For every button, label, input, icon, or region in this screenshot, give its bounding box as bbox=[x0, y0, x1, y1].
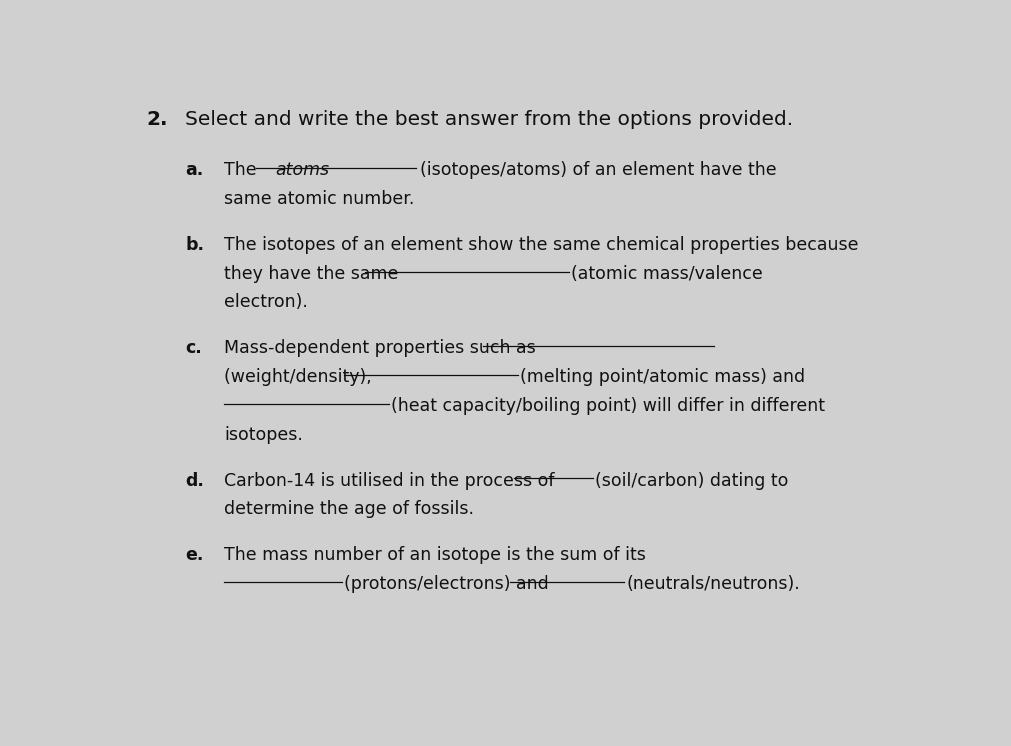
Text: b.: b. bbox=[185, 236, 204, 254]
Text: e.: e. bbox=[185, 546, 203, 564]
Text: Carbon-14 is utilised in the process of: Carbon-14 is utilised in the process of bbox=[224, 471, 560, 489]
Text: (heat capacity/boiling point) will differ in different: (heat capacity/boiling point) will diffe… bbox=[391, 397, 825, 415]
Text: d.: d. bbox=[185, 471, 204, 489]
Text: they have the same: they have the same bbox=[224, 265, 404, 283]
Text: electron).: electron). bbox=[224, 293, 308, 311]
Text: same atomic number.: same atomic number. bbox=[224, 190, 415, 208]
Text: isotopes.: isotopes. bbox=[224, 425, 303, 444]
Text: (soil/carbon) dating to: (soil/carbon) dating to bbox=[594, 471, 789, 489]
Text: The isotopes of an element show the same chemical properties because: The isotopes of an element show the same… bbox=[224, 236, 858, 254]
Text: The: The bbox=[224, 161, 263, 179]
Text: atoms: atoms bbox=[275, 161, 330, 179]
Text: (isotopes/atoms) of an element have the: (isotopes/atoms) of an element have the bbox=[421, 161, 776, 179]
Text: 2.: 2. bbox=[146, 110, 168, 128]
Text: Mass-dependent properties such as: Mass-dependent properties such as bbox=[224, 339, 542, 357]
Text: (protons/electrons) and: (protons/electrons) and bbox=[344, 575, 554, 593]
Text: (neutrals/neutrons).: (neutrals/neutrons). bbox=[626, 575, 800, 593]
Text: c.: c. bbox=[185, 339, 202, 357]
Text: (melting point/atomic mass) and: (melting point/atomic mass) and bbox=[521, 368, 806, 386]
Text: a.: a. bbox=[185, 161, 203, 179]
Text: (atomic mass/valence: (atomic mass/valence bbox=[571, 265, 763, 283]
Text: (weight/density),: (weight/density), bbox=[224, 368, 377, 386]
Text: determine the age of fossils.: determine the age of fossils. bbox=[224, 501, 474, 518]
Text: The mass number of an isotope is the sum of its: The mass number of an isotope is the sum… bbox=[224, 546, 646, 564]
Text: Select and write the best answer from the options provided.: Select and write the best answer from th… bbox=[185, 110, 794, 128]
